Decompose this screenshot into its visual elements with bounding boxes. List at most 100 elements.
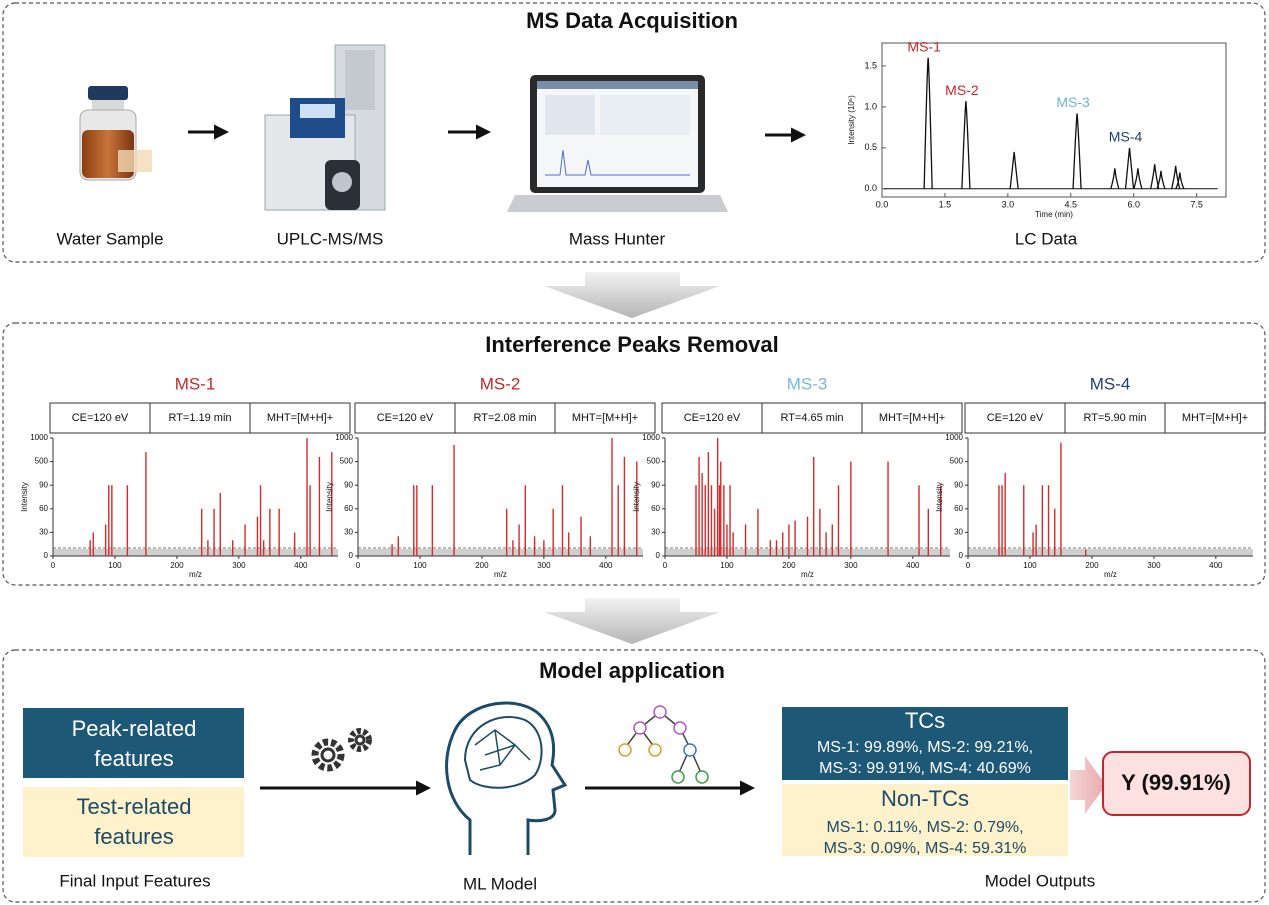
stage-arrow	[544, 598, 720, 644]
input-label: features	[94, 746, 174, 771]
x-tick-label: 1.5	[939, 199, 952, 209]
output-box	[782, 707, 1068, 780]
output-title: TCs	[905, 708, 945, 733]
x-tick-label: 100	[108, 561, 122, 570]
instrument-icon-part	[332, 172, 352, 192]
noise-band	[358, 549, 643, 556]
header-cell: RT=5.90 min	[1083, 412, 1146, 424]
tree-icon-part	[653, 705, 667, 719]
y-axis-title: Intensity	[935, 482, 944, 512]
laptop-icon-part	[545, 95, 595, 135]
x-tick-label: 300	[232, 561, 246, 570]
section-title: MS Data Acquisition	[526, 8, 738, 33]
x-tick-label: 300	[1147, 561, 1161, 570]
stage-arrow	[544, 272, 720, 318]
y-tick-label: 60	[954, 504, 963, 513]
brain-head-icon-part	[474, 729, 531, 771]
peak-label: MS-2	[945, 82, 979, 98]
y-tick-label: 0	[44, 551, 49, 560]
noise-band	[53, 549, 338, 556]
output-line: MS-3: 0.09%, MS-4: 59.31%	[824, 840, 1027, 857]
chromatogram-peak	[1133, 168, 1143, 189]
y-tick-label: 30	[344, 528, 353, 537]
x-tick-label: 3.0	[1002, 199, 1015, 209]
result-arrow	[1070, 756, 1106, 814]
brain-head-icon-part	[463, 715, 543, 789]
spectrum-title: MS-4	[1090, 374, 1131, 393]
brain-head-icon-part	[445, 701, 568, 855]
tree-icon	[618, 705, 709, 784]
tree-icon-part	[618, 743, 632, 757]
y-tick-label: 1000	[30, 433, 48, 442]
step-caption: LC Data	[1015, 229, 1078, 248]
header-table	[49, 402, 351, 434]
gears-icon-part	[348, 728, 372, 752]
header-cell: MHT=[M+H]+	[572, 412, 638, 424]
y-tick-label: 30	[39, 528, 48, 537]
section-title: Interference Peaks Removal	[485, 332, 779, 357]
x-tick-label: 200	[170, 561, 184, 570]
output-box	[782, 784, 1068, 856]
vial-icon	[79, 86, 152, 181]
output-line: MS-3: 99.91%, MS-4: 40.69%	[819, 760, 1031, 777]
laptop-icon-part	[537, 81, 698, 89]
chromatogram-peak	[1072, 113, 1082, 189]
y-tick-label: 500	[950, 457, 964, 466]
x-tick-label: 6.0	[1127, 199, 1140, 209]
chromatogram-peak	[923, 57, 933, 189]
y-tick-label: 500	[35, 457, 49, 466]
instrument-icon-part	[345, 50, 375, 110]
output-title: Non-TCs	[881, 786, 969, 811]
lc-chromatogram: 0.0 1.5 3.0 4.5 6.0 7.5 0.0 0.5 1.0 1.5 Time (min)…	[847, 38, 1227, 219]
caption: ML Model	[463, 874, 537, 893]
y-tick-label: 0.5	[864, 142, 877, 152]
tree-icon-part	[633, 721, 647, 735]
y-tick-label: 30	[954, 528, 963, 537]
chromatogram-peak	[961, 101, 971, 189]
y-tick-label: 90	[344, 480, 353, 489]
laptop-icon-part	[545, 149, 690, 176]
input-label: Test-related	[77, 794, 192, 819]
header-cell: RT=4.65 min	[780, 412, 843, 424]
y-tick-label: 90	[954, 480, 963, 489]
chromatogram-peak	[1175, 172, 1185, 190]
input-box	[23, 708, 244, 778]
step-caption: UPLC-MS/MS	[277, 229, 384, 248]
x-tick-label: 200	[475, 561, 489, 570]
x-tick-label: 7.5	[1190, 199, 1203, 209]
chromatogram-peak	[1009, 151, 1019, 189]
x-tick-label: 0	[663, 561, 668, 570]
header-cell: CE=120 eV	[684, 412, 741, 424]
tree-icon-part	[683, 743, 697, 757]
x-tick-label: 300	[537, 561, 551, 570]
vial-icon-part	[118, 150, 152, 172]
chromatogram-peak	[1110, 168, 1120, 189]
brain-head-icon	[445, 701, 568, 855]
instrument-icon-part	[300, 104, 335, 118]
gears-icon	[311, 728, 372, 772]
x-tick-label: 100	[413, 561, 427, 570]
y-tick-label: 0	[959, 551, 964, 560]
output-line: MS-1: 0.11%, MS-2: 0.79%,	[826, 819, 1023, 836]
spectrum-title: MS-2	[480, 374, 521, 393]
x-axis-title: m/z	[189, 570, 202, 579]
spectrum-title: MS-3	[787, 374, 828, 393]
plot-frame	[881, 42, 1227, 198]
header-cell: CE=120 eV	[72, 412, 129, 424]
x-axis-title: m/z	[801, 570, 814, 579]
x-tick-label: 400	[1209, 561, 1223, 570]
header-cell: MHT=[M+H]+	[1182, 412, 1248, 424]
noise-band	[968, 549, 1253, 556]
x-tick-label: 0	[51, 561, 56, 570]
header-cell: CE=120 eV	[987, 412, 1044, 424]
result-box	[1102, 751, 1251, 816]
result-label: Y (99.91%)	[1121, 770, 1231, 795]
chromatogram-peak	[1156, 170, 1166, 190]
caption: Final Input Features	[59, 871, 210, 890]
x-tick-label: 300	[844, 561, 858, 570]
tree-icon-part	[671, 770, 685, 784]
input-label: features	[94, 824, 174, 849]
peak-label: MS-3	[1056, 94, 1090, 110]
spectrum-title: MS-1	[175, 374, 216, 393]
x-tick-label: 400	[294, 561, 308, 570]
